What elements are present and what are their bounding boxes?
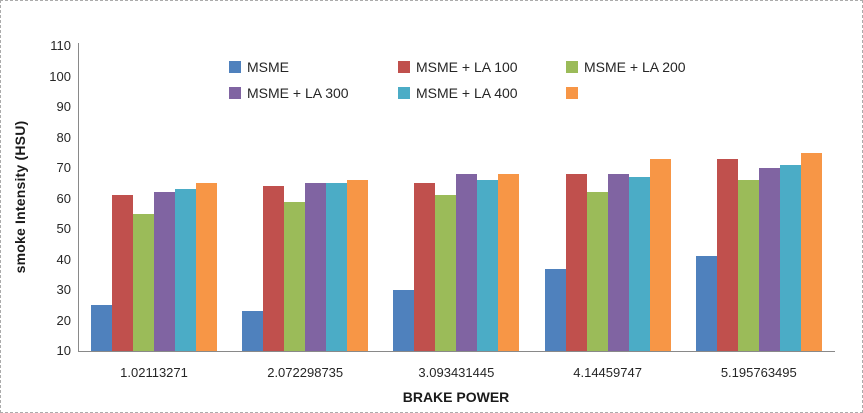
legend-label: MSME + LA 300 — [247, 85, 349, 101]
x-axis-title: BRAKE POWER — [402, 389, 510, 405]
y-tick-label: 110 — [50, 38, 71, 53]
legend-swatch — [229, 87, 241, 99]
legend-label: MSME + LA 200 — [584, 59, 686, 75]
bar-series-1-group-1 — [263, 186, 285, 351]
bar-series-4-group-2 — [477, 180, 499, 351]
legend-swatch — [566, 61, 578, 73]
bar-series-2-group-1 — [284, 201, 306, 351]
legend-swatch — [398, 61, 410, 73]
y-tick-label: 20 — [56, 312, 71, 328]
bar-series-3-group-1 — [305, 183, 327, 351]
x-tick-label: 3.093431445 — [418, 365, 495, 380]
bar-series-2-group-2 — [435, 195, 457, 351]
legend-label: MSME — [247, 59, 289, 75]
bar-series-4-group-4 — [779, 164, 801, 351]
legend-label: MSME + LA 100 — [416, 59, 518, 75]
legend-swatch — [229, 61, 241, 73]
legend-item-msme-la-200: MSME + LA 200 — [566, 59, 686, 75]
legend-item-msme: MSME — [229, 59, 289, 75]
y-tick-label: 60 — [56, 190, 71, 206]
legend-item-unlabeled — [566, 85, 584, 101]
bar-series-3-group-0 — [154, 192, 175, 351]
y-axis-line — [78, 43, 79, 351]
legend-item-msme-la-100: MSME + LA 100 — [398, 59, 518, 75]
x-tick-label: 1.02113271 — [120, 365, 188, 380]
y-axis-title: smoke Intensity (HSU) — [12, 120, 28, 274]
x-tick-label: 4.14459747 — [573, 365, 642, 380]
x-tick-label: 2.072298735 — [267, 365, 344, 380]
y-tick-label: 10 — [56, 343, 71, 358]
bar-series-5-group-2 — [498, 174, 520, 351]
y-tick-label: 50 — [56, 221, 71, 236]
bar-series-5-group-3 — [649, 158, 671, 351]
bar-series-0-group-4 — [695, 256, 717, 351]
bar-series-3-group-3 — [607, 174, 629, 351]
y-tick-label: 100 — [49, 68, 71, 84]
legend-item-msme-la-300: MSME + LA 300 — [229, 85, 349, 101]
y-tick-label: 30 — [56, 282, 71, 297]
bar-series-0-group-3 — [544, 268, 566, 351]
bar-series-1-group-4 — [716, 158, 738, 351]
bar-series-1-group-3 — [565, 174, 587, 351]
y-tick-label: 40 — [56, 251, 71, 267]
bar-series-4-group-3 — [628, 177, 650, 351]
y-tick-label: 80 — [56, 129, 71, 145]
bar-series-2-group-0 — [133, 213, 154, 351]
bar-series-0-group-1 — [242, 311, 264, 351]
bar-series-1-group-0 — [112, 195, 133, 351]
y-tick-label: 70 — [56, 160, 71, 175]
legend-item-msme-la-400: MSME + LA 400 — [398, 85, 518, 101]
legend-swatch — [398, 87, 410, 99]
bar-series-4-group-0 — [175, 189, 196, 351]
y-tick-label: 90 — [56, 99, 71, 114]
bar-series-5-group-4 — [800, 152, 822, 351]
x-tick-label: 5.195763495 — [720, 365, 797, 380]
bar-series-0-group-0 — [91, 305, 112, 351]
bar-series-5-group-0 — [196, 183, 217, 351]
bar-series-3-group-2 — [456, 174, 478, 351]
bar-series-3-group-4 — [758, 168, 780, 351]
bar-series-1-group-2 — [414, 183, 436, 351]
bar-series-2-group-4 — [737, 180, 759, 351]
bar-series-4-group-1 — [326, 183, 348, 351]
legend-swatch — [566, 87, 578, 99]
legend-label: MSME + LA 400 — [416, 85, 518, 101]
bar-series-0-group-2 — [393, 290, 415, 351]
x-axis-line — [78, 351, 835, 352]
bar-series-5-group-1 — [347, 180, 369, 351]
bar-series-2-group-3 — [586, 192, 608, 351]
